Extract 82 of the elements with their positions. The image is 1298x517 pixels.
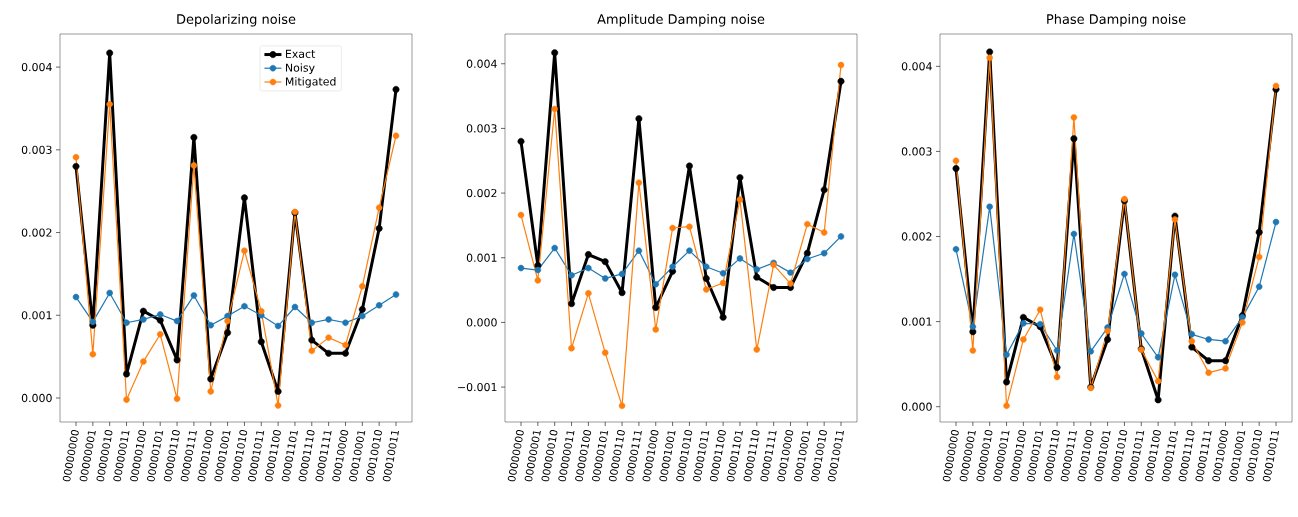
x-tick-label: 00000000 — [942, 430, 959, 482]
chart-title: Depolarizing noise — [177, 13, 296, 27]
x-tick-label: 00000111 — [625, 430, 642, 482]
y-tick-label: 0.001 — [901, 317, 932, 326]
y-tick-label: 0.004 — [901, 62, 932, 71]
x-tick-label: 00001010 — [231, 430, 248, 482]
x-tick-label: 00001111 — [760, 430, 777, 482]
x-tick-label: 00001010 — [676, 430, 693, 482]
x-tick-label: 00010001 — [794, 430, 811, 482]
x-tick-label: 00001101 — [1161, 430, 1178, 482]
x-tick-label: 00000111 — [1060, 430, 1077, 482]
y-tick-label: 0.002 — [21, 228, 52, 237]
chart-title: Amplitude Damping noise — [597, 13, 765, 27]
y-tick-label: −0.001 — [458, 382, 497, 392]
x-tick-label: 00001011 — [693, 430, 710, 482]
x-tick-label: 00001011 — [1128, 430, 1145, 482]
x-tick-label: 00001010 — [1111, 430, 1128, 482]
x-tick-label: 00001100 — [709, 430, 726, 482]
x-tick-label: 00000010 — [976, 430, 993, 482]
x-tick-label: 00001111 — [315, 430, 332, 482]
x-tick-label: 00000101 — [592, 430, 609, 482]
x-tick-label: 00000100 — [1010, 430, 1027, 482]
x-tick-label: 00010001 — [349, 430, 366, 482]
legend-label: Exact — [285, 49, 316, 58]
x-tick-label: 00000101 — [1027, 430, 1044, 482]
x-tick-label: 00010000 — [777, 430, 794, 482]
y-tick-label: 0.004 — [21, 62, 52, 72]
x-tick-label: 00000100 — [130, 430, 147, 482]
x-tick-label: 00000001 — [959, 430, 976, 482]
x-tick-label: 00000110 — [608, 430, 625, 482]
y-tick-label: 0.000 — [901, 402, 932, 411]
x-tick-label: 00000011 — [558, 430, 575, 482]
x-tick-label: 00000010 — [541, 430, 558, 482]
x-tick-label: 00001101 — [726, 430, 743, 482]
x-tick-label: 00000011 — [113, 430, 130, 482]
y-tick-label: 0.001 — [21, 311, 52, 320]
x-tick-label: 00000101 — [147, 430, 164, 482]
x-tick-label: 00001000 — [1077, 430, 1094, 482]
x-tick-label: 00001001 — [659, 430, 676, 482]
x-tick-label: 00001101 — [281, 430, 298, 482]
x-tick-label: 00010000 — [332, 430, 349, 482]
x-tick-label: 00001110 — [1178, 430, 1195, 482]
x-tick-label: 00000000 — [62, 430, 79, 482]
x-tick-label: 00010000 — [1212, 430, 1229, 482]
x-tick-label: 00001100 — [264, 430, 281, 482]
legend-label: Mitigated — [285, 77, 336, 88]
x-tick-label: 00000111 — [180, 430, 197, 482]
x-tick-label: 00001111 — [1195, 430, 1212, 482]
y-tick-label: 0.000 — [466, 318, 497, 327]
y-tick-label: 0.003 — [21, 145, 52, 154]
y-tick-label: 0.002 — [901, 232, 932, 241]
x-tick-label: 00010010 — [365, 430, 382, 482]
x-tick-label: 00001100 — [1144, 430, 1161, 482]
x-tick-label: 00001001 — [214, 430, 231, 482]
x-tick-label: 00001110 — [743, 430, 760, 482]
x-tick-label: 00000001 — [524, 430, 541, 482]
legend-label: Noisy — [285, 63, 315, 74]
x-tick-label: 00000110 — [1043, 430, 1060, 482]
x-tick-label: 00010001 — [1229, 430, 1246, 482]
x-tick-label: 00001000 — [642, 430, 659, 482]
x-tick-label: 00000011 — [993, 430, 1010, 482]
x-tick-label: 00000100 — [575, 430, 592, 482]
x-tick-label: 00010011 — [1262, 430, 1279, 482]
x-tick-label: 00010011 — [827, 430, 844, 482]
chart-title: Phase Damping noise — [1047, 13, 1186, 27]
x-tick-label: 00001001 — [1094, 430, 1111, 482]
y-tick-label: 0.000 — [21, 393, 52, 403]
y-tick-label: 0.002 — [466, 188, 497, 198]
x-tick-label: 00010010 — [1245, 430, 1262, 482]
x-tick-label: 00010011 — [382, 430, 399, 482]
x-tick-label: 00010010 — [810, 430, 827, 482]
y-tick-label: 0.003 — [901, 147, 932, 156]
x-tick-label: 00001110 — [298, 430, 315, 482]
x-tick-label: 00001011 — [248, 430, 265, 482]
x-tick-label: 00001000 — [197, 430, 214, 482]
x-tick-label: 00000110 — [163, 430, 180, 482]
x-tick-label: 00000000 — [507, 430, 524, 482]
x-tick-label: 00000010 — [96, 430, 113, 482]
y-tick-label: 0.003 — [466, 124, 497, 133]
y-tick-label: 0.001 — [466, 253, 497, 262]
y-tick-label: 0.004 — [466, 59, 497, 68]
x-tick-label: 00000001 — [79, 430, 96, 482]
